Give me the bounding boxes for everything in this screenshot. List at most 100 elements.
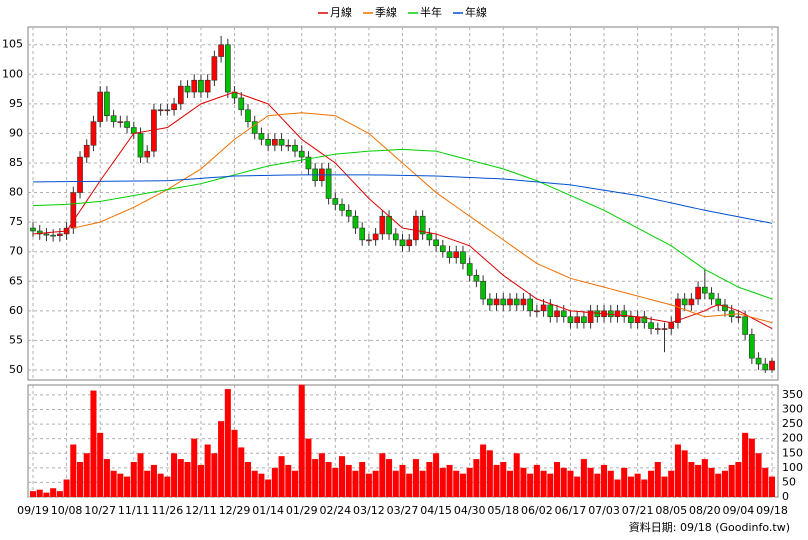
y-tick-label: 95 (9, 97, 23, 110)
volume-bar (648, 470, 655, 497)
y-tick-label: 75 (9, 215, 23, 228)
volume-bar (493, 464, 500, 497)
x-tick-label: 02/24 (319, 504, 351, 517)
candle-body (675, 298, 681, 323)
volume-bar (352, 470, 359, 497)
candle-body (527, 298, 533, 312)
candle-body (507, 298, 513, 306)
volume-bar (265, 479, 272, 497)
volume-bar (271, 467, 278, 497)
volume-bar (419, 470, 426, 497)
volume-bar (715, 473, 722, 497)
candle-body (493, 298, 500, 306)
candle-body (614, 310, 621, 318)
candle-body (386, 215, 392, 235)
candle-body (218, 44, 224, 57)
y2-tick-label: 350 (782, 388, 803, 401)
candle-body (473, 275, 480, 282)
volume-bar (661, 476, 668, 497)
candle-body (540, 304, 547, 312)
y2-tick-label: 150 (782, 446, 803, 459)
candle-body (701, 286, 708, 294)
volume-bar (63, 479, 70, 497)
volume-bar (708, 467, 715, 497)
ma-line (32, 148, 773, 300)
volume-bar (533, 464, 540, 497)
candle-body (433, 239, 439, 247)
candle-body (124, 121, 130, 128)
volume-bar (224, 389, 231, 497)
volume-bar (77, 462, 84, 497)
candle-body (184, 85, 191, 93)
y2-tick-label: 100 (782, 461, 803, 474)
candle-body (30, 227, 36, 232)
x-tick-label: 01/14 (252, 504, 284, 517)
candle-body (641, 316, 648, 323)
volume-bar (56, 491, 63, 497)
candle-body (90, 121, 97, 146)
candle-body (574, 316, 581, 323)
volume-bar (365, 473, 372, 497)
x-tick-label: 11/11 (118, 504, 150, 517)
volume-bar (97, 432, 104, 497)
volume-bar (184, 462, 191, 497)
volume-bar (446, 464, 453, 497)
candle-body (769, 360, 775, 371)
x-tick-label: 07/21 (622, 504, 654, 517)
volume-bar (191, 438, 198, 497)
volume-bar (681, 450, 688, 497)
volume-bar (124, 476, 131, 497)
volume-bar (164, 476, 171, 497)
ma-line (32, 174, 773, 224)
volume-bar (742, 432, 749, 497)
volume-bar (238, 447, 245, 497)
volume-bar (339, 456, 346, 497)
legend-label: 年線 (465, 5, 487, 19)
volume-bar (527, 473, 534, 497)
volume-bar (332, 467, 339, 497)
candle-body (748, 334, 755, 359)
volume-bar (634, 473, 641, 497)
volume-bar (580, 459, 587, 497)
volume-bar (70, 444, 77, 497)
candle-body (379, 215, 386, 235)
y2-tick-label: 200 (782, 432, 803, 445)
candle-body (486, 298, 493, 306)
candle-body (628, 316, 634, 323)
candle-body (554, 310, 560, 318)
volume-bar (197, 464, 204, 497)
candle-body (513, 298, 520, 306)
x-tick-label: 03/27 (387, 504, 419, 517)
volume-bar (762, 467, 769, 497)
volume-bar (103, 459, 110, 497)
volume-bar (433, 453, 440, 497)
candle-body (634, 316, 641, 323)
x-tick-label: 10/27 (84, 504, 116, 517)
volume-bar (258, 473, 265, 497)
candle-body (560, 310, 567, 318)
candle-body (654, 328, 661, 330)
candle-body (426, 233, 433, 241)
volume-bar (171, 453, 178, 497)
volume-bar (748, 438, 755, 497)
volume-bar (540, 470, 547, 497)
x-tick-label: 08/05 (655, 504, 687, 517)
y2-tick-label: 50 (782, 475, 796, 488)
volume-bar (386, 459, 393, 497)
candle-body (366, 239, 372, 242)
x-tick-label: 12/11 (185, 504, 217, 517)
candle-body (164, 109, 171, 112)
y-tick-label: 60 (9, 304, 23, 317)
volume-bar (251, 470, 258, 497)
volume-bar (513, 453, 520, 497)
volume-bar (36, 489, 43, 497)
volume-bar (439, 467, 446, 497)
x-tick-label: 09/04 (723, 504, 755, 517)
candle-body (695, 286, 701, 300)
candle-body (238, 97, 245, 111)
volume-bar (83, 453, 90, 497)
volume-bar (567, 470, 574, 497)
x-tick-label: 04/30 (454, 504, 486, 517)
volume-bar (574, 476, 581, 497)
